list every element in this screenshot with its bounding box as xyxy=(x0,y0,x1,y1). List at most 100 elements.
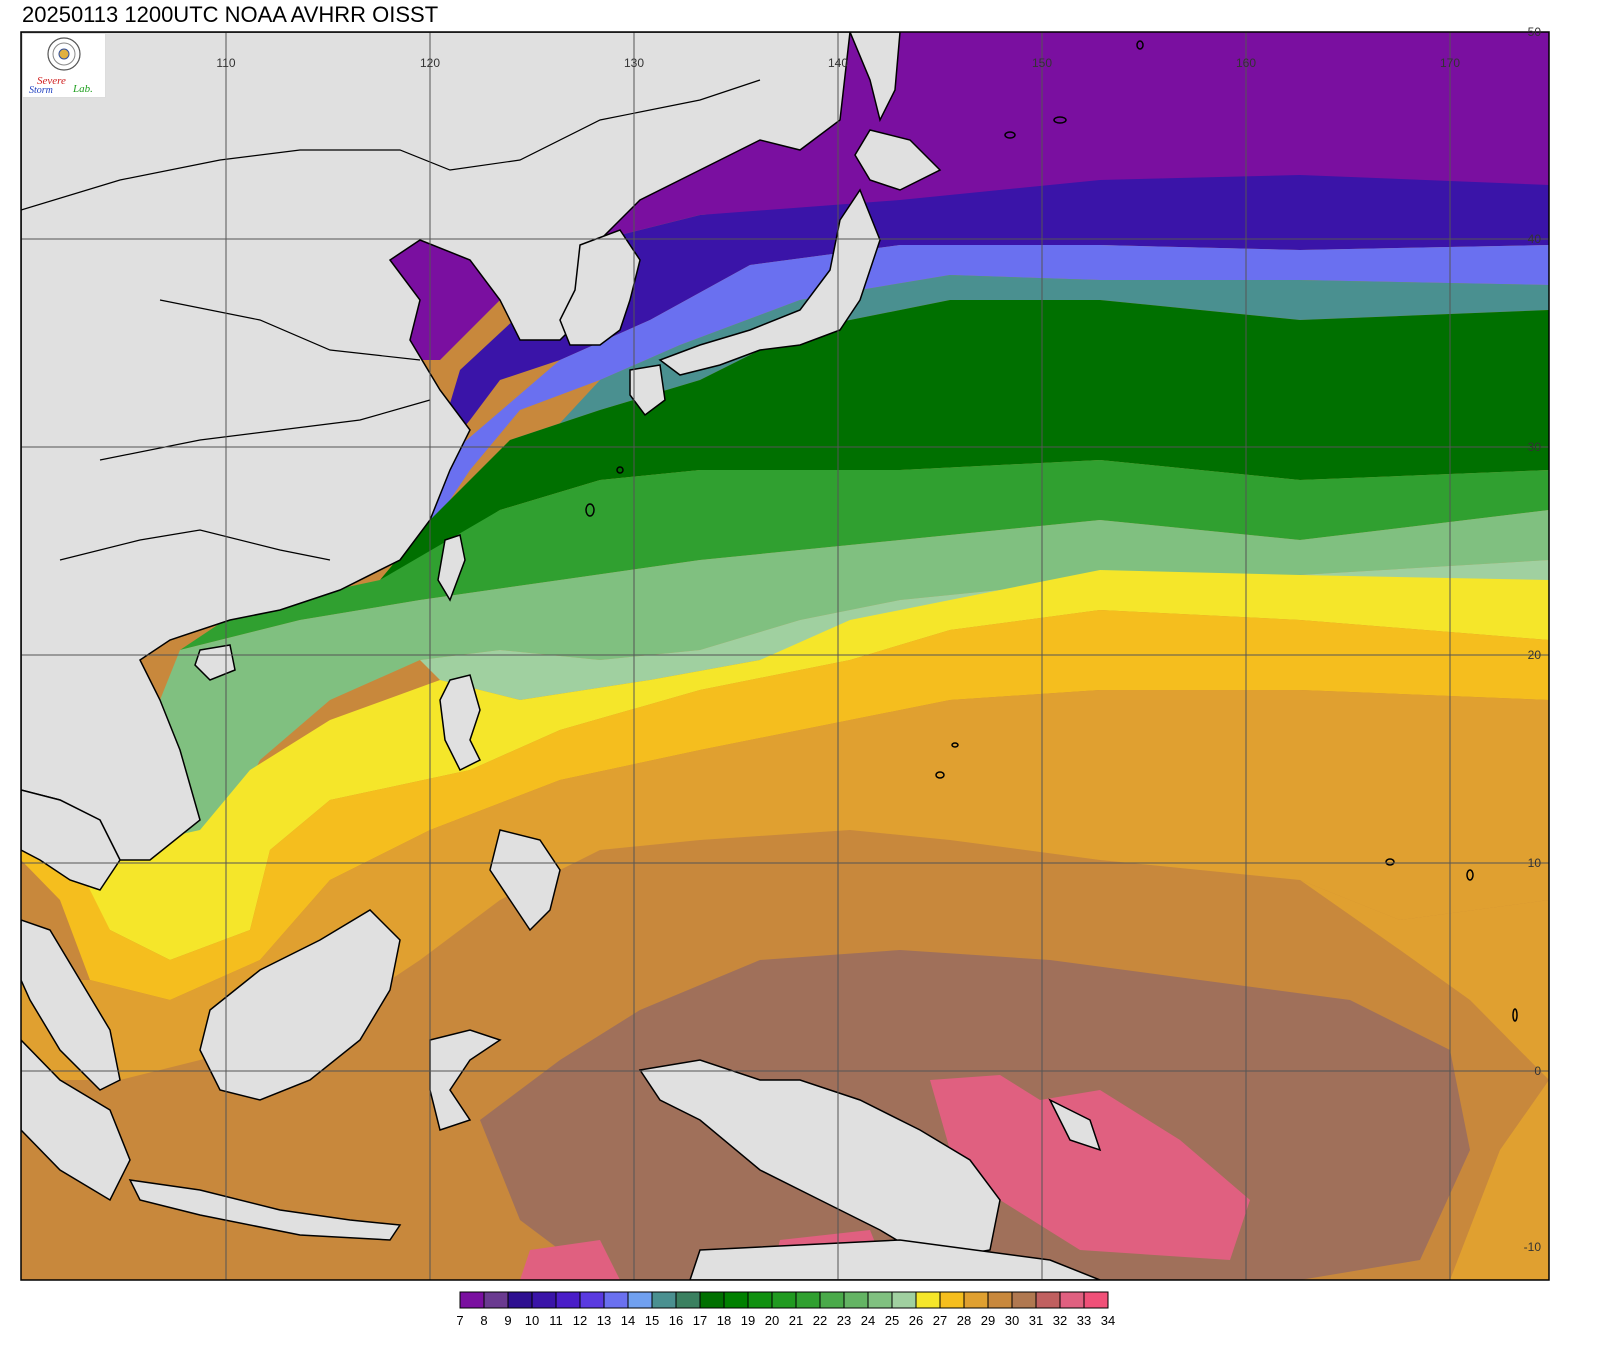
sst-band-green xyxy=(180,460,1549,650)
colorbar-label: 20 xyxy=(765,1313,779,1328)
colorbar-swatch xyxy=(771,1291,797,1309)
lab-logo: Severe Storm Lab. xyxy=(22,33,106,98)
colorbar-label: 29 xyxy=(981,1313,995,1328)
colorbar-label: 13 xyxy=(597,1313,611,1328)
lat-label: 30 xyxy=(1528,440,1542,454)
land-new-guinea xyxy=(638,1059,1001,1261)
colorbar-swatch xyxy=(483,1291,509,1309)
land-luzon xyxy=(439,674,482,772)
colorbar-swatch xyxy=(963,1291,989,1309)
logo-text-storm: Storm xyxy=(29,85,53,96)
colorbar-label: 28 xyxy=(957,1313,971,1328)
lon-label: 110 xyxy=(216,56,235,70)
colorbar-label: 33 xyxy=(1077,1313,1091,1328)
colorbar-label: 12 xyxy=(573,1313,587,1328)
sst-band-darkgreen xyxy=(380,300,1549,580)
colorbar-label: 27 xyxy=(933,1313,947,1328)
colorbar-label: 23 xyxy=(837,1313,851,1328)
colorbar-label: 10 xyxy=(525,1313,539,1328)
colorbar-label: 34 xyxy=(1101,1313,1115,1328)
sst-band-gold-east xyxy=(1300,880,1549,1280)
sst-band-palegreen xyxy=(420,560,1549,700)
land-sakhalin xyxy=(849,32,901,123)
land-taiwan xyxy=(437,534,466,602)
land-korea xyxy=(559,229,641,346)
lat-label: 50 xyxy=(1528,25,1542,39)
colorbar-label: 9 xyxy=(504,1313,511,1328)
colorbar-swatch xyxy=(675,1291,701,1309)
colorbar-label: 32 xyxy=(1053,1313,1067,1328)
colorbar-swatch xyxy=(891,1291,917,1309)
land-new-britain xyxy=(1048,1098,1102,1152)
colorbar-swatch xyxy=(795,1291,821,1309)
longitude-labels: 110 120 130 140 150 160 170 xyxy=(216,56,1460,70)
colorbar-swatch xyxy=(1035,1291,1061,1309)
lat-label: 40 xyxy=(1528,232,1542,246)
land-borneo xyxy=(199,909,401,1101)
land-indochina-south xyxy=(21,789,121,891)
colorbar-label: 11 xyxy=(549,1313,563,1328)
lon-label: 160 xyxy=(1236,56,1256,70)
logo-text-severe: Severe xyxy=(37,75,66,87)
colorbar-label: 31 xyxy=(1029,1313,1043,1328)
land-japan-hokkaido xyxy=(854,129,942,191)
lat-label: 20 xyxy=(1528,648,1542,662)
colorbar-swatch xyxy=(867,1291,893,1309)
colorbar-swatch xyxy=(579,1291,605,1309)
colorbar-swatch xyxy=(1083,1291,1109,1309)
lon-label: 150 xyxy=(1032,56,1052,70)
logo-text-lab: Lab. xyxy=(72,83,93,95)
sst-band-gold xyxy=(21,690,1549,1280)
colorbar-swatch xyxy=(1059,1291,1085,1309)
colorbar-swatch xyxy=(939,1291,965,1309)
sst-band-yellow xyxy=(70,570,1549,960)
colorbar-swatch xyxy=(459,1291,485,1309)
colorbar-swatch xyxy=(819,1291,845,1309)
graticule xyxy=(21,32,1549,1280)
sst-band-blue xyxy=(420,245,1549,530)
colorbar-swatch xyxy=(603,1291,629,1309)
colorbar-swatch xyxy=(1011,1291,1037,1309)
land-malay-peninsula xyxy=(21,919,121,1091)
colorbar-label: 22 xyxy=(813,1313,827,1328)
colorbar-label: 17 xyxy=(693,1313,707,1328)
land-sumatra xyxy=(21,1038,131,1202)
land-hainan xyxy=(194,644,236,681)
land-sulawesi xyxy=(429,1029,502,1131)
lon-label: 170 xyxy=(1440,56,1460,70)
island-outlines xyxy=(585,40,1518,1022)
colorbar-labels: 7 8 9 10 11 12 13 14 15 16 17 18 19 20 21 22 23 24 25 26 27 2… xyxy=(456,1313,1115,1328)
colorbar xyxy=(459,1291,1109,1309)
colorbar-swatch xyxy=(699,1291,725,1309)
colorbar-label: 21 xyxy=(789,1313,803,1328)
colorbar-label: 15 xyxy=(645,1313,659,1328)
colorbar-label: 8 xyxy=(480,1313,487,1328)
colorbar-swatch xyxy=(915,1291,941,1309)
colorbar-swatch xyxy=(747,1291,773,1309)
lat-label: -10 xyxy=(1524,1240,1542,1254)
colorbar-swatch xyxy=(507,1291,533,1309)
sst-band-orange xyxy=(21,610,1549,1000)
map-frame xyxy=(20,31,1550,1281)
sst-band-indigo xyxy=(430,175,1549,470)
colorbar-swatch xyxy=(651,1291,677,1309)
lat-label: 10 xyxy=(1528,856,1542,870)
seal-emblem-icon xyxy=(47,37,81,71)
colorbar-label: 24 xyxy=(861,1313,875,1328)
lat-label: 0 xyxy=(1534,1064,1541,1078)
colorbar-label: 7 xyxy=(456,1313,463,1328)
colorbar-label: 16 xyxy=(669,1313,683,1328)
colorbar-label: 19 xyxy=(741,1313,755,1328)
lon-label: 140 xyxy=(828,56,848,70)
colorbar-swatch xyxy=(555,1291,581,1309)
colorbar-swatch xyxy=(723,1291,749,1309)
colorbar-label: 26 xyxy=(909,1313,923,1328)
land-australia-north xyxy=(689,1239,1101,1280)
colorbar-swatch xyxy=(987,1291,1013,1309)
lon-label: 120 xyxy=(420,56,440,70)
latitude-labels: 50 40 30 20 10 0 -10 xyxy=(1524,25,1542,1254)
lon-label: 130 xyxy=(624,56,644,70)
colorbar-swatch xyxy=(627,1291,653,1309)
land-java xyxy=(128,1179,402,1241)
